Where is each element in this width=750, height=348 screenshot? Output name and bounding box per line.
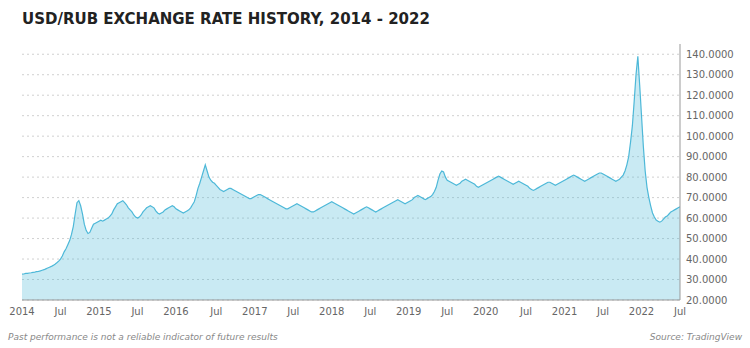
y-tick-label: 50.0000 — [686, 233, 727, 244]
y-tick-label: 70.0000 — [686, 192, 727, 203]
footnote: Past performance is not a reliable indic… — [8, 332, 278, 342]
area-fill — [22, 56, 680, 300]
x-tick-label: 2014 — [9, 306, 34, 317]
grid-line — [22, 136, 680, 137]
line — [22, 56, 680, 274]
x-tick-label: 2015 — [86, 306, 111, 317]
grid-line — [22, 54, 680, 55]
y-tick-label: 20.0000 — [686, 295, 727, 306]
footnote: Source: TradingView — [650, 332, 743, 342]
x-tick-label: Jul — [363, 306, 376, 317]
x-tick-label: Jul — [130, 306, 143, 317]
grid-line — [22, 156, 680, 157]
grid-line — [22, 177, 680, 178]
x-tick-label: Jul — [673, 306, 686, 317]
chart-title: USD/RUB EXCHANGE RATE HISTORY, 2014 - 20… — [22, 10, 430, 28]
x-tick-label: 2016 — [163, 306, 188, 317]
grid-line — [22, 115, 680, 116]
x-tick-label: Jul — [440, 306, 453, 317]
y-tick-label: 110.0000 — [686, 110, 734, 121]
y-tick-label: 80.0000 — [686, 172, 727, 183]
y-tick-label: 90.0000 — [686, 151, 727, 162]
x-tick-label: 2019 — [396, 306, 421, 317]
x-tick-label: 2021 — [552, 306, 577, 317]
x-tick-label: Jul — [286, 306, 299, 317]
y-tick-label: 30.0000 — [686, 274, 727, 285]
grid-line — [22, 74, 680, 75]
y-tick-label: 60.0000 — [686, 213, 727, 224]
y-tick-label: 120.0000 — [686, 90, 734, 101]
y-tick-label: 40.0000 — [686, 254, 727, 265]
x-tick-label: Jul — [53, 306, 66, 317]
grid-line — [22, 95, 680, 96]
grid — [22, 54, 680, 300]
x-tick-label: 2018 — [319, 306, 344, 317]
x-tick-label: Jul — [519, 306, 532, 317]
y-tick-label: 100.0000 — [686, 131, 734, 142]
x-tick-label: Jul — [209, 306, 222, 317]
chart-svg: USD/RUB EXCHANGE RATE HISTORY, 2014 - 20… — [0, 0, 750, 348]
plot-area — [22, 56, 680, 300]
y-tick-label: 140.0000 — [686, 49, 734, 60]
x-tick-label: 2017 — [242, 306, 267, 317]
x-tick-label: 2022 — [629, 306, 654, 317]
x-tick-label: 2020 — [473, 306, 498, 317]
x-tick-label: Jul — [596, 306, 609, 317]
chart-container: USD/RUB EXCHANGE RATE HISTORY, 2014 - 20… — [0, 0, 750, 348]
y-axis-line — [680, 44, 681, 300]
grid-line — [22, 300, 680, 301]
y-tick-label: 130.0000 — [686, 69, 734, 80]
x-axis-line — [22, 300, 680, 301]
